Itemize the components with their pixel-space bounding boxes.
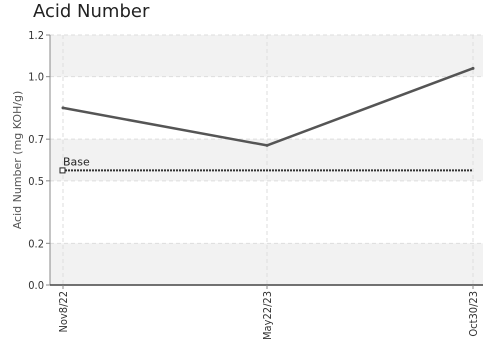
- chart-title: Acid Number: [33, 1, 150, 22]
- base-reference-label: Base: [63, 155, 90, 168]
- y-tick-label: 1.2: [28, 29, 44, 42]
- data-point: [265, 143, 269, 147]
- x-tick-label: Oct30/23: [467, 291, 480, 337]
- grid-band: [50, 35, 483, 77]
- data-point: [61, 106, 65, 110]
- series-line: [62, 67, 474, 147]
- data-point: [471, 66, 475, 70]
- x-tick-label: May22/23: [261, 291, 274, 339]
- y-tick-label: 0.0: [28, 279, 44, 292]
- y-tick-label: 0.2: [28, 237, 44, 250]
- y-tick-label: 0.5: [28, 175, 44, 188]
- x-tick-label: Nov8/22: [57, 291, 70, 333]
- y-axis-title: Acid Number (mg KOH/g): [11, 91, 24, 230]
- y-tick-label: 0.7: [28, 133, 44, 146]
- base-reference-marker: [59, 167, 66, 174]
- y-tick-label: 1.0: [28, 71, 44, 84]
- grid-band: [50, 243, 483, 285]
